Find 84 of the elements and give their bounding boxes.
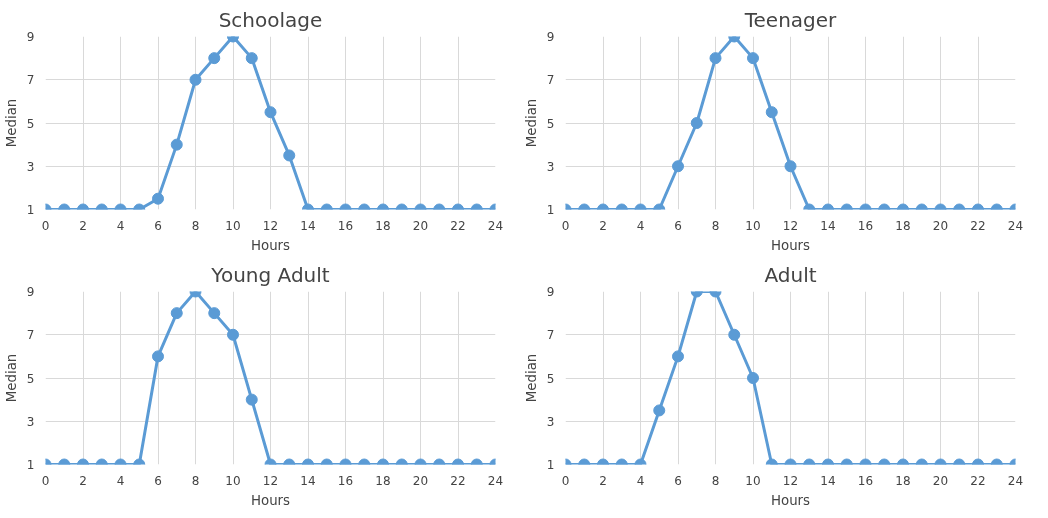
x-tick-label: 16 <box>337 218 354 233</box>
x-tick-label: 20 <box>932 473 949 488</box>
x-tick-label: 6 <box>154 473 162 488</box>
x-tick-label: 12 <box>782 473 799 488</box>
y-tick-label: 7 <box>546 73 555 88</box>
x-tick-label: 22 <box>450 473 466 488</box>
x-tick-label: 24 <box>487 218 504 233</box>
x-tick-label: 4 <box>116 473 125 488</box>
x-tick-label: 6 <box>674 473 682 488</box>
x-tick-label: 10 <box>745 218 761 233</box>
x-tick-label: 8 <box>711 473 720 488</box>
y-tick-label: 1 <box>546 203 555 217</box>
x-tick-label: 0 <box>41 473 50 488</box>
y-tick-label: 7 <box>26 73 35 88</box>
x-tick-label: 20 <box>412 218 429 233</box>
y-tick-label: 3 <box>546 159 555 174</box>
x-tick-label: 4 <box>116 218 125 233</box>
y-tick-label: 3 <box>546 414 555 429</box>
y-tick-label: 9 <box>546 285 555 299</box>
x-axis-title: Hours <box>770 237 811 253</box>
y-tick-label: 9 <box>26 285 35 299</box>
x-tick-label: 12 <box>782 218 799 233</box>
x-tick-label: 4 <box>636 218 645 233</box>
x-tick-label: 14 <box>820 218 836 233</box>
x-tick-label: 2 <box>599 218 607 233</box>
x-tick-label: 14 <box>300 218 316 233</box>
chart-title: Schoolage <box>218 7 323 32</box>
x-tick-label: 24 <box>487 473 504 488</box>
x-tick-label: 8 <box>191 218 200 233</box>
x-tick-label: 16 <box>337 473 354 488</box>
x-tick-label: 6 <box>674 218 682 233</box>
y-tick-label: 3 <box>26 159 35 174</box>
x-tick-label: 14 <box>300 473 316 488</box>
y-tick-label: 3 <box>26 414 35 429</box>
y-tick-label: 1 <box>546 458 555 472</box>
chart-title: Adult <box>764 262 817 287</box>
x-tick-label: 8 <box>711 218 720 233</box>
x-tick-label: 24 <box>1007 218 1024 233</box>
x-tick-label: 20 <box>932 218 949 233</box>
x-axis-title: Hours <box>770 492 811 508</box>
x-tick-label: 12 <box>262 218 279 233</box>
x-tick-label: 18 <box>375 218 391 233</box>
x-tick-label: 10 <box>225 473 241 488</box>
x-tick-label: 16 <box>857 218 874 233</box>
x-tick-label: 20 <box>412 473 429 488</box>
x-tick-label: 18 <box>895 218 911 233</box>
x-tick-label: 12 <box>262 473 279 488</box>
y-tick-label: 9 <box>26 30 35 44</box>
x-tick-label: 2 <box>599 473 607 488</box>
x-axis-title: Hours <box>250 237 291 253</box>
y-tick-label: 5 <box>546 116 555 131</box>
y-tick-label: 5 <box>26 371 35 386</box>
x-tick-label: 22 <box>450 218 466 233</box>
x-tick-label: 0 <box>561 218 570 233</box>
y-axis-title: Median <box>3 98 19 148</box>
x-tick-label: 18 <box>895 473 911 488</box>
y-axis-title: Median <box>523 98 539 148</box>
y-tick-label: 7 <box>546 328 555 343</box>
x-tick-label: 14 <box>820 473 836 488</box>
x-tick-label: 0 <box>561 473 570 488</box>
x-axis-title: Hours <box>250 492 291 508</box>
x-tick-label: 2 <box>79 218 87 233</box>
x-tick-label: 22 <box>970 473 986 488</box>
y-tick-label: 1 <box>26 203 35 217</box>
y-tick-label: 5 <box>26 116 35 131</box>
x-tick-label: 8 <box>191 473 200 488</box>
y-tick-label: 1 <box>26 458 35 472</box>
chart-title: Young Adult <box>210 262 330 287</box>
x-tick-label: 0 <box>41 218 50 233</box>
x-tick-label: 10 <box>225 218 241 233</box>
y-tick-label: 9 <box>546 30 555 44</box>
chart-title: Teenager <box>743 7 838 32</box>
x-tick-label: 18 <box>375 473 391 488</box>
x-tick-label: 24 <box>1007 473 1024 488</box>
y-tick-label: 7 <box>26 328 35 343</box>
x-tick-label: 6 <box>154 218 162 233</box>
y-axis-title: Median <box>3 353 19 403</box>
x-tick-label: 4 <box>636 473 645 488</box>
x-tick-label: 22 <box>970 218 986 233</box>
y-axis-title: Median <box>523 353 539 403</box>
x-tick-label: 10 <box>745 473 761 488</box>
y-tick-label: 5 <box>546 371 555 386</box>
x-tick-label: 2 <box>79 473 87 488</box>
x-tick-label: 16 <box>857 473 874 488</box>
